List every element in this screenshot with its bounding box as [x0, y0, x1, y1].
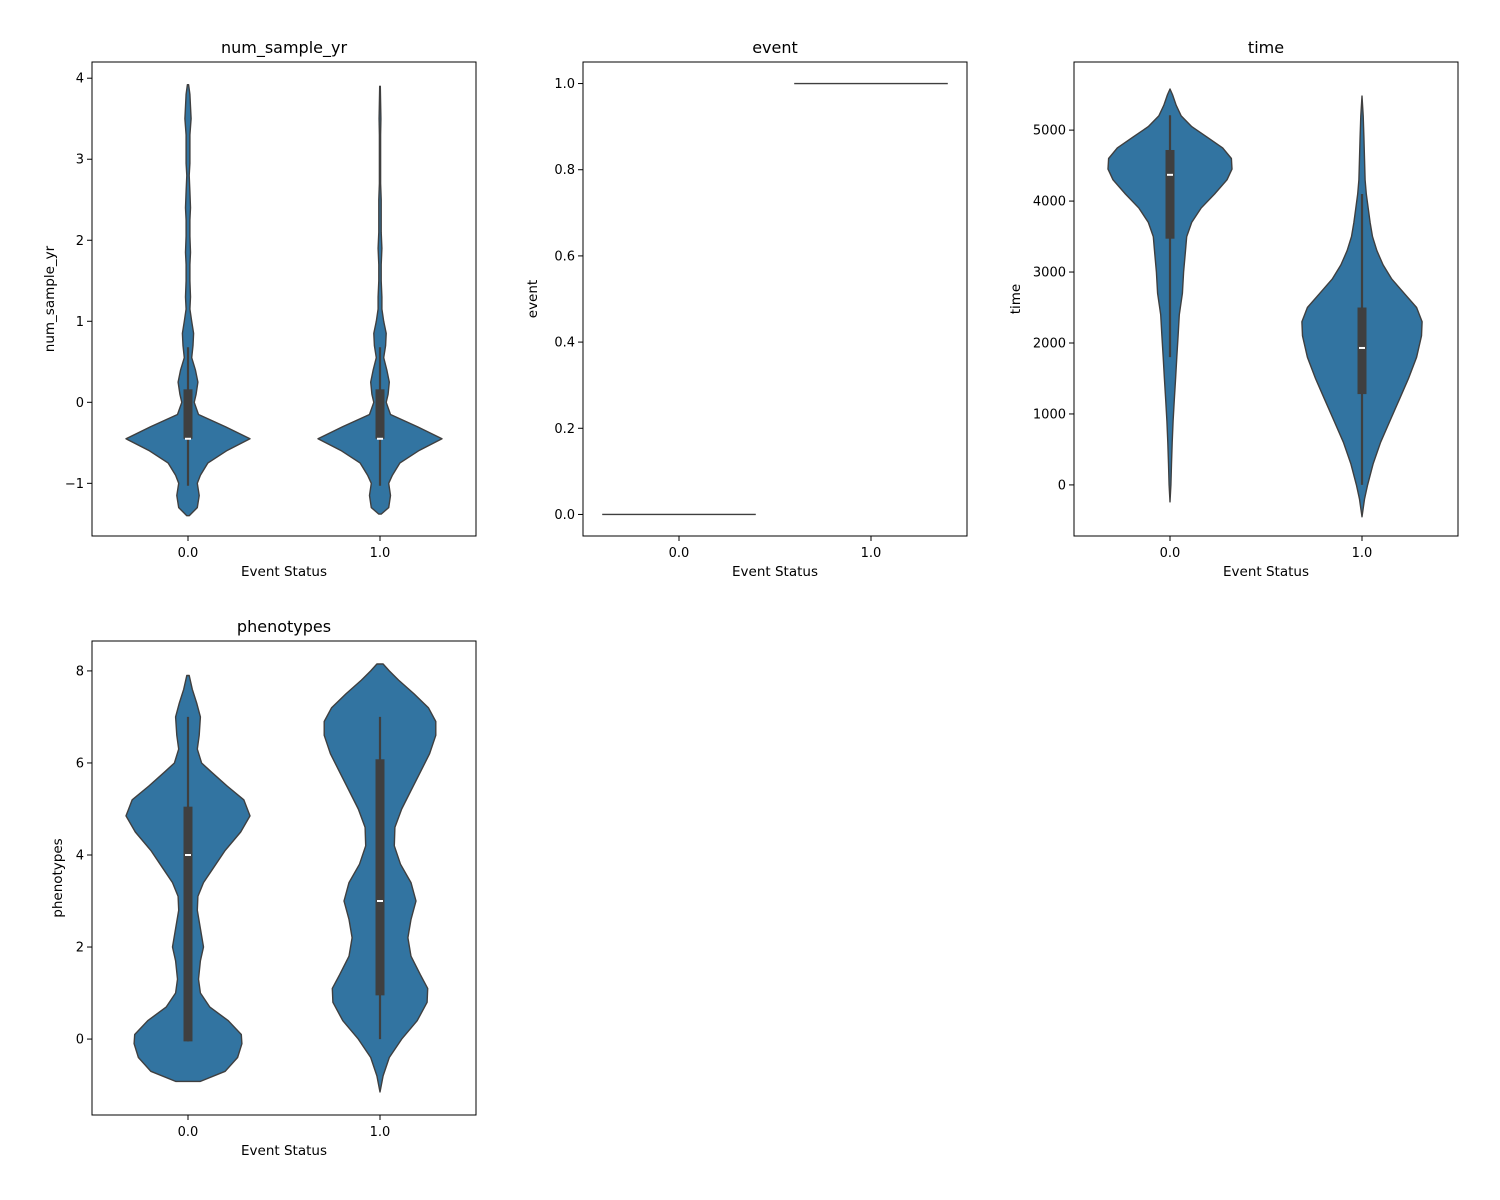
x-tick-label: 1.0	[370, 1125, 391, 1140]
violin-body	[317, 85, 443, 515]
axes-frame	[91, 61, 477, 537]
y-tick-label: 1	[76, 315, 84, 330]
axes-frame	[1073, 61, 1459, 537]
y-tick-label: 0.2	[554, 422, 575, 437]
x-tick-label: 1.0	[861, 546, 882, 561]
y-axis-label: num_sample_yr	[42, 245, 58, 352]
violin-body	[125, 84, 251, 517]
subplot-title: num_sample_yr	[221, 38, 348, 58]
y-tick-label: 0.4	[554, 336, 575, 351]
y-tick-label: 1000	[1033, 407, 1066, 422]
violin-iqr-box	[375, 759, 385, 996]
axes-frame	[91, 640, 477, 1116]
y-tick-label: 3000	[1033, 266, 1066, 281]
subplot-title: time	[1248, 38, 1284, 57]
subplot-phenotypes: phenotypes Event Status phenotypes 0 2 4 6 8…	[50, 617, 477, 1159]
y-tick-label: −1	[65, 477, 84, 492]
axes-frame	[582, 61, 968, 537]
y-tick-label: 0	[1058, 478, 1066, 493]
y-tick-label: 4	[76, 848, 84, 863]
subplot-title: event	[752, 38, 798, 57]
x-tick-label: 0.0	[1160, 546, 1181, 561]
x-axis-label: Event Status	[241, 564, 327, 580]
x-axis-label: Event Status	[732, 564, 818, 580]
y-axis-label: phenotypes	[50, 838, 66, 917]
y-tick-label: 4000	[1033, 195, 1066, 210]
violin-iqr-box	[1357, 307, 1367, 395]
y-tick-label: 6	[76, 756, 84, 771]
x-axis-label: Event Status	[1223, 564, 1309, 580]
violin-iqr-box	[1165, 149, 1175, 239]
y-tick-label: 8	[76, 664, 84, 679]
y-axis-label: time	[1008, 284, 1024, 315]
subplot-event: event Event Status event 0.0 0.2 0.4 0.6 0.8…	[525, 38, 968, 580]
y-tick-label: 4	[76, 72, 84, 87]
y-tick-label: 0	[76, 396, 84, 411]
violin-iqr-box	[183, 389, 193, 439]
y-tick-label: 2	[76, 941, 84, 956]
y-tick-label: 2000	[1033, 336, 1066, 351]
violin-iqr-box	[375, 389, 385, 439]
subplot-time: time Event Status time 0 1000 2000 3000 4000…	[1008, 38, 1459, 580]
subplot-num-sample-yr: num_sample_yr Event Status num_sample_yr…	[42, 38, 477, 580]
y-tick-label: 0.0	[554, 508, 575, 523]
x-tick-label: 1.0	[1352, 546, 1373, 561]
y-tick-label: 0.8	[554, 163, 575, 178]
y-tick-label: 1.0	[554, 77, 575, 92]
x-tick-label: 1.0	[370, 546, 391, 561]
x-tick-label: 0.0	[178, 546, 199, 561]
y-tick-label: 5000	[1033, 124, 1066, 139]
y-tick-label: 0	[76, 1033, 84, 1048]
subplot-title: phenotypes	[237, 617, 331, 636]
x-tick-label: 0.0	[178, 1125, 199, 1140]
y-tick-label: 2	[76, 234, 84, 249]
violin-iqr-box	[183, 806, 193, 1042]
y-tick-label: 0.6	[554, 249, 575, 264]
y-axis-label: event	[525, 280, 541, 318]
y-tick-label: 3	[76, 153, 84, 168]
x-tick-label: 0.0	[669, 546, 690, 561]
x-axis-label: Event Status	[241, 1143, 327, 1159]
